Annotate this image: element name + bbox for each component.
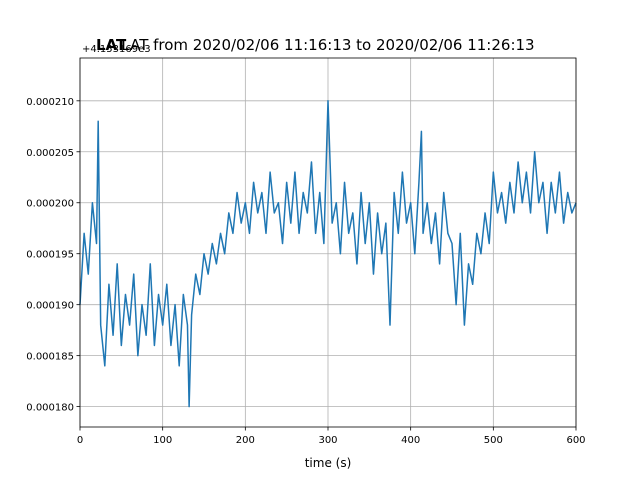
x-tick-label: 600: [566, 435, 585, 446]
x-axis-label: time (s): [305, 456, 352, 470]
chart-title: LAT from 2020/02/06 11:16:13 to 2020/02/…: [121, 36, 534, 54]
x-tick-label: 100: [153, 435, 172, 446]
x-tick-label: 500: [484, 435, 503, 446]
y-tick-label: 0.000190: [26, 301, 74, 312]
y-tick-label: 0.000185: [26, 352, 74, 363]
y-tick-label: 0.000180: [26, 403, 74, 414]
x-tick-label: 200: [236, 435, 255, 446]
offset-text: +4.153169e3: [82, 44, 151, 55]
y-tick-label: 0.000200: [26, 199, 74, 210]
y-tick-label: 0.000210: [26, 97, 74, 108]
chart-title-bold: LAT: [96, 36, 127, 54]
axes-frame: [79, 57, 577, 428]
x-tick-label: 300: [318, 435, 337, 446]
y-tick-label: 0.000195: [26, 250, 74, 261]
data-line: [79, 100, 577, 408]
x-tick-label: 400: [401, 435, 420, 446]
x-tick-label: 0: [77, 435, 83, 446]
y-tick-label: 0.000205: [26, 148, 74, 159]
